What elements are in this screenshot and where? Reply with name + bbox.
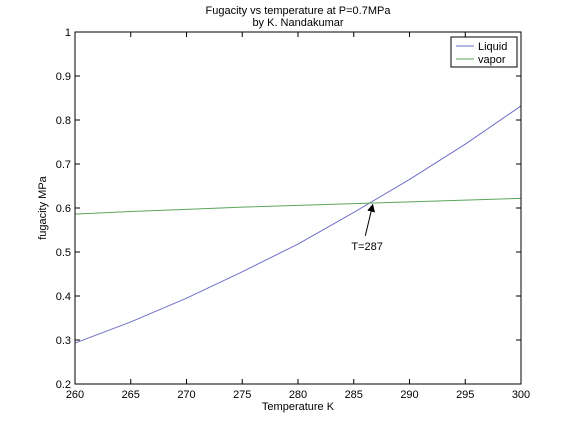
chart-subtitle: by K. Nandakumar	[252, 17, 343, 29]
plot-frame	[74, 31, 522, 385]
series-line-vapor	[74, 197, 522, 215]
y-tick-label: 0.4	[56, 291, 71, 303]
x-tick-label: 270	[177, 389, 195, 401]
x-tick-label: 290	[400, 389, 418, 401]
legend-label-liquid: Liquid	[478, 41, 507, 53]
chart-title: Fugacity vs temperature at P=0.7MPa	[206, 5, 392, 17]
x-tick-label: 275	[233, 389, 251, 401]
x-axis-label: Temperature K	[262, 401, 335, 413]
x-tick-label: 265	[122, 389, 140, 401]
series-layer	[74, 105, 522, 344]
y-tick-label: 0.7	[56, 159, 71, 171]
y-tick-label: 0.9	[56, 71, 71, 83]
x-tick-label: 295	[456, 389, 474, 401]
x-tick-label: 260	[66, 389, 84, 401]
legend-label-vapor: vapor	[478, 54, 506, 66]
annotation-label: T=287	[351, 241, 383, 253]
y-tick-label: 1	[65, 27, 71, 39]
ticks-layer: 260 265 270 275 280 285 290 295 300 0.2 0.3 0.4 0.5 0…	[56, 27, 530, 401]
legend-box	[450, 36, 518, 68]
x-tick-label: 285	[345, 389, 363, 401]
annotation-arrow	[364, 203, 375, 236]
x-tick-label: 280	[289, 389, 307, 401]
x-tick-label: 300	[512, 389, 530, 401]
y-tick-label: 0.8	[56, 115, 71, 127]
legend: Liquid vapor	[450, 36, 518, 68]
y-tick-label: 0.6	[56, 203, 71, 215]
y-tick-label: 0.5	[56, 247, 71, 259]
series-line-liquid	[74, 105, 522, 344]
y-axis-label: fugacity MPa	[37, 175, 49, 239]
y-tick-label: 0.3	[56, 335, 71, 347]
y-tick-label: 0.2	[56, 379, 71, 391]
annotation-layer: T=287	[351, 203, 383, 253]
